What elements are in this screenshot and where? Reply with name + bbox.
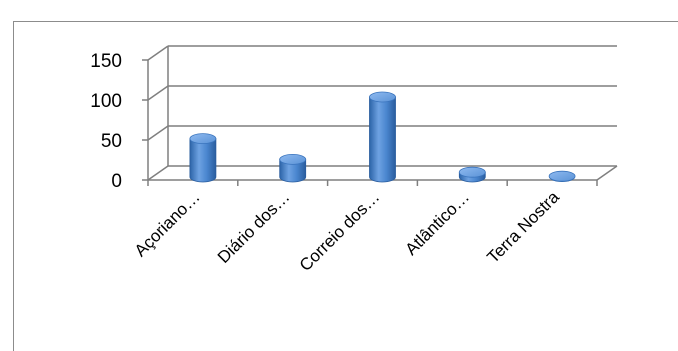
gridline-diagonal — [147, 45, 169, 61]
bar-body — [369, 96, 396, 183]
y-tick-label: 50 — [101, 131, 122, 152]
floor-right-edge — [596, 165, 618, 181]
bar — [369, 91, 396, 183]
gridline-diagonal — [147, 85, 169, 101]
bar-body — [189, 138, 217, 183]
gridline-diagonal — [147, 125, 169, 141]
bar-top — [369, 91, 396, 103]
bar — [279, 153, 307, 183]
x-tick-label: Açoriano… — [131, 187, 204, 260]
bar-top — [548, 170, 576, 182]
y-tick-label: 100 — [90, 91, 122, 112]
chart-frame — [13, 21, 678, 351]
bar-top — [189, 133, 217, 145]
bar — [458, 166, 486, 183]
bar — [548, 170, 576, 182]
bar-body — [279, 159, 307, 183]
y-tick-label: 0 — [111, 171, 122, 192]
gridline-diagonal — [147, 165, 169, 181]
bar-top — [279, 153, 307, 165]
bar-top — [458, 166, 486, 178]
y-tick-label: 150 — [90, 51, 122, 72]
x-tick-label: Atlântico… — [402, 187, 474, 259]
label-layer: 0 50 100 150 Açoriano… Diário dos… Correio dos… — [90, 51, 563, 275]
bar — [189, 133, 217, 183]
x-tick-label: Terra Nostra — [483, 187, 563, 267]
bar-layer — [189, 91, 576, 183]
x-tick-label: Diário dos… — [214, 187, 294, 267]
x-tick-label: Correio dos… — [296, 187, 384, 275]
